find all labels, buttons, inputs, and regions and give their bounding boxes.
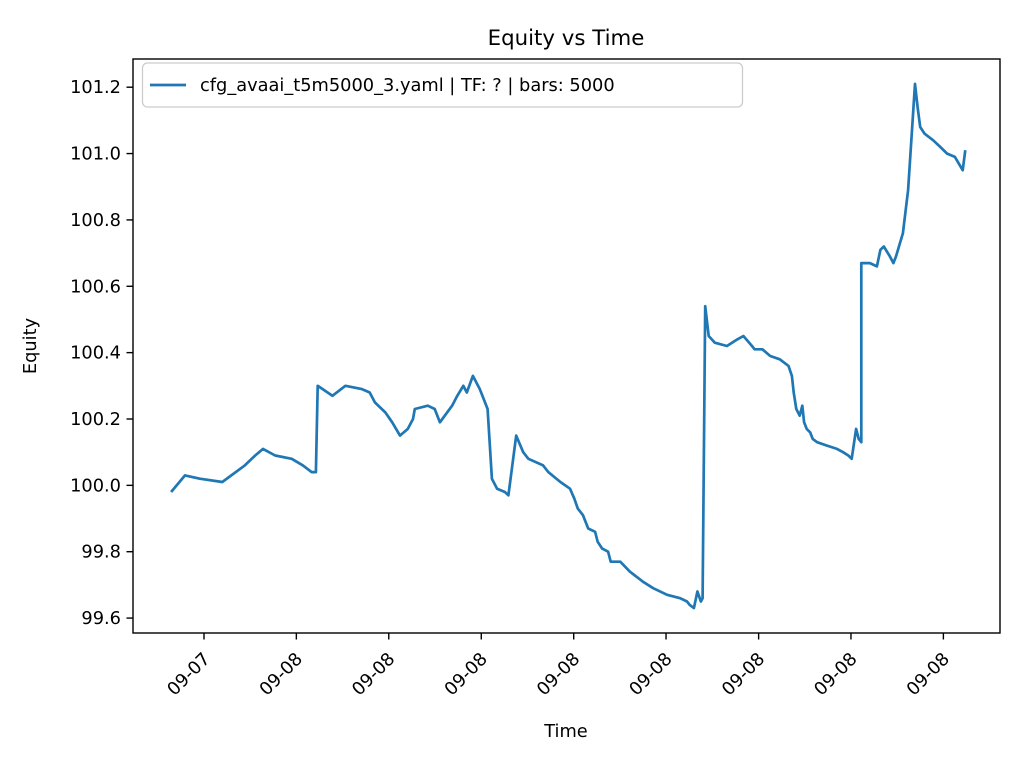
equity-line: [170, 82, 967, 610]
y-tick-label: 101.2: [70, 77, 121, 98]
x-axis-label: Time: [543, 721, 588, 742]
y-tick-label: 100.0: [70, 475, 121, 496]
legend-box: [141, 62, 744, 108]
y-tick-label: 99.8: [81, 542, 121, 563]
y-axis-label: Equity: [20, 318, 41, 374]
axes-frame: [132, 58, 1001, 634]
y-tick-label: 99.6: [81, 608, 121, 629]
y-tick-label: 100.2: [70, 409, 121, 430]
legend-label: cfg_avaai_t5m5000_3.yaml | TF: ? | bars:…: [200, 75, 615, 96]
legend: cfg_avaai_t5m5000_3.yaml | TF: ? | bars:…: [141, 62, 744, 108]
y-tick-label: 100.4: [70, 343, 121, 364]
y-tick-label: 100.8: [70, 210, 121, 231]
y-tick-label: 100.6: [70, 276, 121, 297]
chart-title: Equity vs Time: [488, 26, 645, 51]
y-tick-label: 101.0: [70, 144, 121, 165]
